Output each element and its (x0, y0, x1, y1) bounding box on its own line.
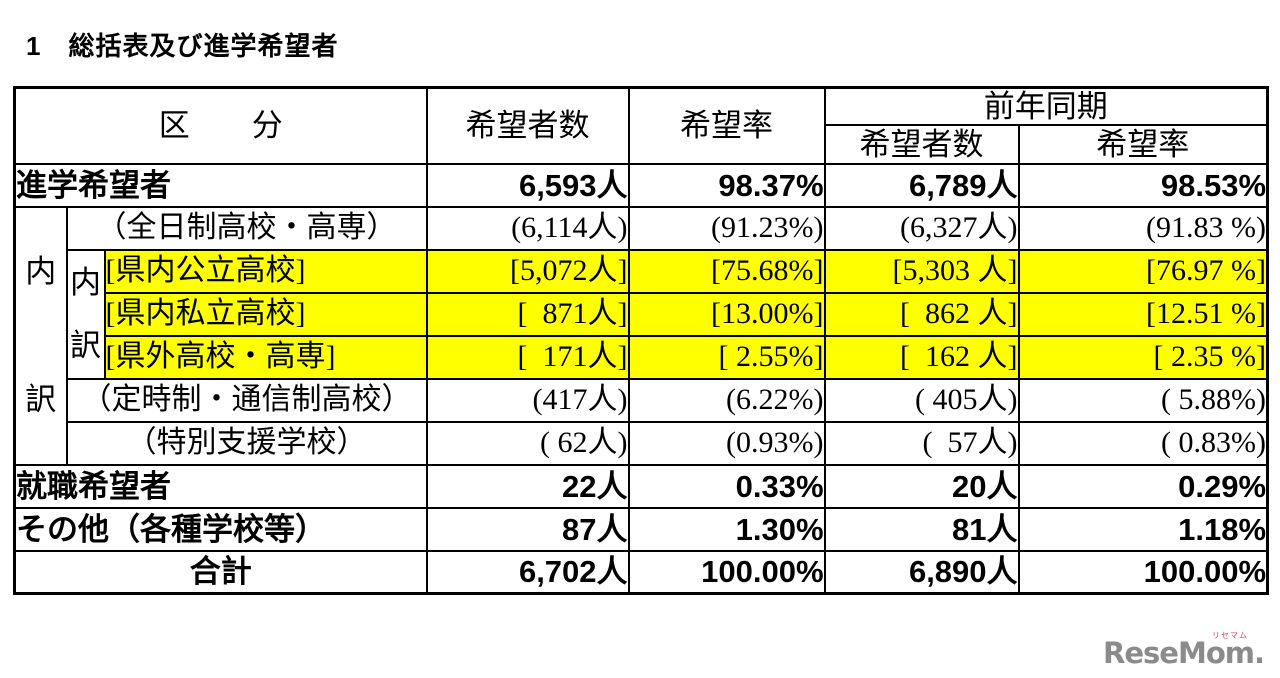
row-label: [県内私立高校] (103, 291, 428, 337)
resemom-logo-text: ReseMom. (1103, 636, 1265, 670)
cell-value: 0.29% (1017, 463, 1269, 509)
uchiwake-outer-cell: 内 訳 (13, 205, 68, 466)
header-rate: 希望率 (627, 86, 826, 165)
table-row: 就職希望者 22人 0.33% 20人 0.29% (13, 463, 1269, 509)
cell-value: 6,789人 (823, 162, 1020, 208)
cell-value: (0.93%) (627, 420, 826, 466)
uchiwake-inner-bottom: 訳 (70, 328, 101, 364)
cell-value: 20人 (823, 463, 1020, 509)
cell-value: [5,303 人] (823, 248, 1020, 294)
cell-value: (6,327人) (823, 205, 1020, 251)
row-label: （全日制高校・高専） (65, 205, 428, 251)
cell-value: 1.30% (627, 506, 826, 552)
table-row: その他（各種学校等） 87人 1.30% 81人 1.18% (13, 506, 1269, 552)
cell-value: 0.33% (627, 463, 826, 509)
cell-value: [ 862 人] (823, 291, 1020, 337)
header-prev-rate: 希望率 (1017, 123, 1269, 165)
row-label: 進学希望者 (13, 162, 428, 208)
cell-value: [13.00%] (627, 291, 826, 337)
cell-value: [75.68%] (627, 248, 826, 294)
table-row: 内 訳 （全日制高校・高専） (6,114人) (91.23%) (6,327人… (13, 205, 1269, 466)
cell-value: ( 0.83%) (1017, 420, 1269, 466)
cell-value: 87人 (425, 506, 630, 552)
row-label: 就職希望者 (13, 463, 428, 509)
cell-value: [ 871人] (425, 291, 630, 337)
row-label: （定時制・通信制高校） (65, 377, 428, 423)
cell-value: 100.00% (1017, 549, 1269, 595)
table-row: [県内私立高校] [ 871人] [13.00%] [ 862 人] [12.5… (15, 291, 1269, 337)
header-prev-period: 前年同期 (823, 86, 1269, 126)
cell-value: [ 2.55%] (627, 334, 826, 380)
uchiwake-outer-bottom: 訳 (25, 382, 57, 417)
cell-value: [ 2.35 %] (1017, 334, 1269, 380)
cell-value: [5,072人] (425, 248, 630, 294)
row-label: （特別支援学校） (65, 420, 428, 466)
cell-value: (417人) (425, 377, 630, 423)
row-label: [県外高校・高専] (103, 334, 428, 380)
cell-value: 81人 (823, 506, 1020, 552)
header-prev-applicants: 希望者数 (823, 123, 1020, 165)
cell-value: 100.00% (627, 549, 826, 595)
cell-value: 6,890人 (823, 549, 1020, 595)
cell-value: [76.97 %] (1017, 248, 1269, 294)
table-row: （特別支援学校） ( 62人) (0.93%) ( 57人) ( 0.83%) (15, 420, 1269, 466)
summary-table: 区 分 希望者数 希望率 前年同期 希望者数 希望率 進学希望者 6,593人 … (13, 86, 1270, 595)
cell-value: 1.18% (1017, 506, 1269, 552)
cell-value: ( 5.88%) (1017, 377, 1269, 423)
header-applicants: 希望者数 (425, 86, 630, 165)
cell-value: ( 57人) (823, 420, 1020, 466)
table-row: 進学希望者 6,593人 98.37% 6,789人 98.53% (13, 162, 1269, 208)
table-row: 合計 6,702人 100.00% 6,890人 100.00% (13, 549, 1269, 595)
uchiwake-outer-top: 内 (25, 254, 57, 289)
cell-value: 98.53% (1017, 162, 1269, 208)
cell-value: 22人 (425, 463, 630, 509)
cell-value: ( 405人) (823, 377, 1020, 423)
cell-value: 6,702人 (425, 549, 630, 595)
table-row: 内 訳 [県内公立高校] [5,072人] [75.68%] [5,303 人]… (15, 248, 1269, 380)
resemom-logo: リセマム ReseMom. (1103, 631, 1265, 670)
uchiwake-inner-cell: 内 訳 (65, 248, 106, 380)
page-title: 1 総括表及び進学希望者 (26, 31, 339, 61)
table-row: [県外高校・高専] [ 171人] [ 2.55%] [ 162 人] [ 2.… (15, 334, 1269, 380)
cell-value: 6,593人 (425, 162, 630, 208)
cell-value: 98.37% (627, 162, 826, 208)
cell-value: (91.23%) (627, 205, 826, 251)
table-row: （定時制・通信制高校） (417人) (6.22%) ( 405人) ( 5.8… (15, 377, 1269, 423)
resemom-logo-ruby: リセマム (1212, 631, 1248, 640)
row-label: 合計 (13, 549, 428, 595)
row-label: [県内公立高校] (103, 248, 428, 294)
cell-value: (91.83 %) (1017, 205, 1269, 251)
header-category: 区 分 (13, 86, 428, 165)
cell-value: (6.22%) (627, 377, 826, 423)
cell-value: [12.51 %] (1017, 291, 1269, 337)
cell-value: (6,114人) (425, 205, 630, 251)
cell-value: [ 171人] (425, 334, 630, 380)
cell-value: ( 62人) (425, 420, 630, 466)
uchiwake-inner-top: 内 (70, 264, 101, 300)
row-label: その他（各種学校等） (13, 506, 428, 552)
cell-value: [ 162 人] (823, 334, 1020, 380)
